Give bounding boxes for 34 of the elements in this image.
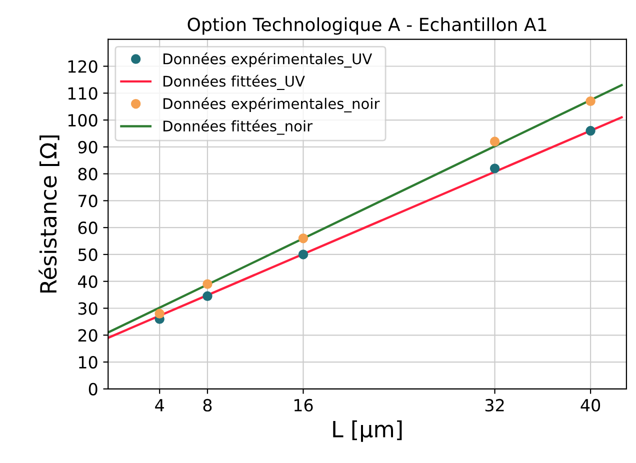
point	[202, 279, 212, 289]
y-tick-label: 30	[78, 302, 98, 315]
y-tick-label: 20	[78, 329, 98, 342]
y-tick-label: 90	[78, 140, 98, 154]
y-tick-label: 60	[78, 222, 98, 234]
y-tick-label: 110	[68, 87, 98, 100]
legend-label: Données fittées_UV	[164, 74, 305, 90]
point	[490, 164, 500, 174]
point	[298, 233, 308, 244]
legend-label: Données expérimentales_noir	[164, 97, 380, 112]
chart-title: Option Technologique A - Echantillon A1	[188, 17, 546, 35]
y-tick-label: 10	[79, 356, 98, 369]
point	[202, 291, 212, 302]
x-tick-label: 4	[155, 399, 164, 412]
x-tick-label: 40	[580, 398, 600, 412]
y-tick-label: 80	[78, 168, 98, 180]
point	[586, 96, 596, 106]
legend-label: Données fittées_noir	[164, 120, 313, 135]
point	[490, 136, 500, 146]
y-tick-label: 0	[88, 382, 98, 396]
y-tick-label: 120	[68, 60, 98, 73]
x-tick-label: 8	[203, 398, 212, 412]
y-tick-label: 50	[78, 248, 98, 262]
point	[298, 250, 308, 260]
x-axis-title: L [μm]	[333, 420, 402, 442]
y-axis-title: Résistance [Ω]	[38, 135, 60, 293]
point	[154, 308, 164, 318]
y-tick-label: 100	[68, 114, 98, 127]
y-tick-label: 40	[78, 275, 98, 288]
point	[586, 126, 596, 136]
y-tick-label: 70	[78, 194, 98, 208]
x-tick-label: 16	[294, 398, 313, 412]
x-tick-label: 32	[485, 398, 504, 412]
legend-label: Données expérimentales_UV	[164, 52, 372, 68]
